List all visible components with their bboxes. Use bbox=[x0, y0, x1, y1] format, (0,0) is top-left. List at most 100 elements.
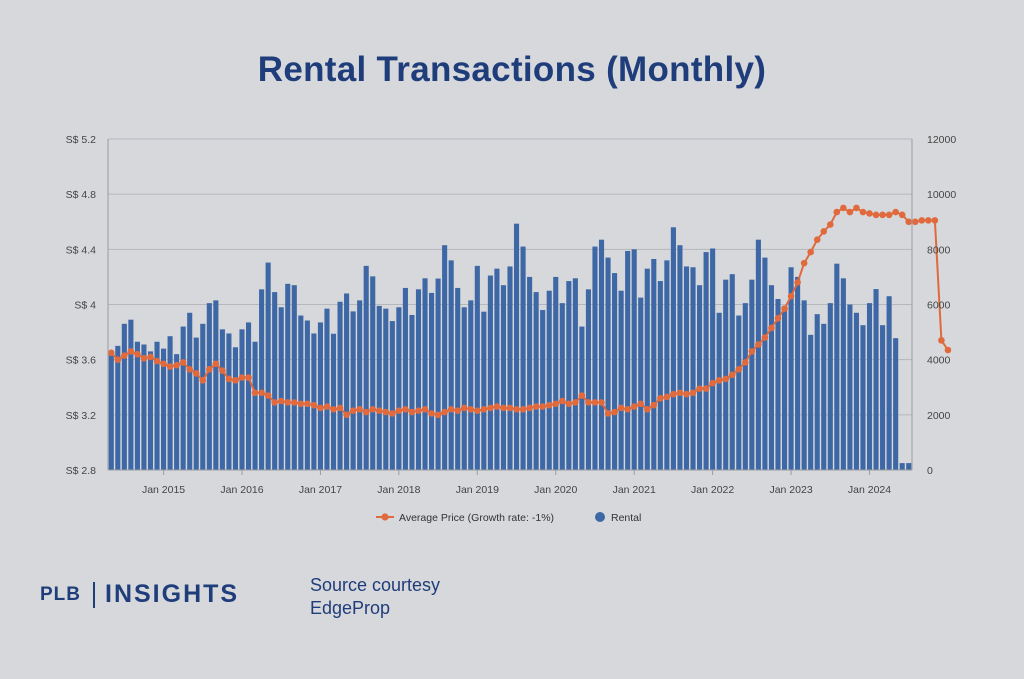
rental-bar[interactable] bbox=[651, 258, 657, 470]
price-point[interactable] bbox=[545, 401, 553, 409]
price-point[interactable] bbox=[892, 208, 899, 216]
rental-bar[interactable] bbox=[821, 323, 827, 470]
rental-bar[interactable] bbox=[219, 329, 225, 470]
price-point[interactable] bbox=[611, 408, 618, 416]
price-point[interactable] bbox=[297, 400, 305, 408]
rental-bar[interactable] bbox=[827, 303, 833, 470]
price-point[interactable] bbox=[872, 211, 880, 219]
price-point[interactable] bbox=[800, 259, 808, 267]
price-point[interactable] bbox=[179, 359, 187, 366]
price-point[interactable] bbox=[938, 337, 945, 344]
rental-bar[interactable] bbox=[121, 323, 127, 470]
rental-bar[interactable] bbox=[664, 260, 670, 470]
price-point[interactable] bbox=[290, 399, 298, 406]
price-point[interactable] bbox=[539, 403, 546, 410]
rental-bar[interactable] bbox=[592, 246, 598, 470]
rental-bar[interactable] bbox=[311, 333, 317, 470]
price-point[interactable] bbox=[460, 404, 468, 412]
rental-bar[interactable] bbox=[677, 245, 683, 470]
rental-bar[interactable] bbox=[710, 248, 716, 470]
price-point[interactable] bbox=[905, 218, 913, 226]
price-point[interactable] bbox=[813, 236, 821, 243]
rental-bar[interactable] bbox=[337, 301, 343, 470]
rental-bar[interactable] bbox=[285, 283, 291, 470]
price-point[interactable] bbox=[415, 407, 422, 414]
price-point[interactable] bbox=[617, 404, 625, 412]
price-point[interactable] bbox=[467, 406, 475, 413]
price-point[interactable] bbox=[859, 208, 867, 216]
price-point[interactable] bbox=[277, 397, 285, 405]
rental-bar[interactable] bbox=[566, 281, 572, 470]
rental-bar[interactable] bbox=[278, 307, 284, 470]
rental-bar[interactable] bbox=[180, 326, 186, 470]
rental-bar[interactable] bbox=[670, 227, 676, 470]
rental-bar[interactable] bbox=[540, 310, 546, 470]
rental-bar[interactable] bbox=[808, 334, 814, 470]
price-point[interactable] bbox=[709, 379, 716, 387]
price-point[interactable] bbox=[408, 408, 416, 416]
rental-bar[interactable] bbox=[880, 325, 886, 470]
rental-bar[interactable] bbox=[206, 303, 212, 470]
price-point[interactable] bbox=[356, 406, 363, 413]
rental-bar[interactable] bbox=[631, 249, 637, 470]
rental-bar[interactable] bbox=[272, 292, 278, 470]
price-point[interactable] bbox=[127, 348, 135, 355]
price-point[interactable] bbox=[676, 389, 684, 397]
rental-bar[interactable] bbox=[860, 325, 866, 470]
rental-bar[interactable] bbox=[468, 300, 474, 470]
rental-bar[interactable] bbox=[500, 285, 507, 470]
rental-bar[interactable] bbox=[455, 287, 461, 470]
rental-bar[interactable] bbox=[324, 308, 330, 470]
price-point[interactable] bbox=[199, 377, 207, 384]
rental-bar[interactable] bbox=[370, 276, 376, 470]
price-point[interactable] bbox=[925, 217, 932, 224]
price-point[interactable] bbox=[121, 352, 128, 359]
rental-bar[interactable] bbox=[409, 314, 415, 470]
rental-bar[interactable] bbox=[736, 315, 742, 470]
rental-bar[interactable] bbox=[572, 278, 578, 470]
price-point[interactable] bbox=[271, 399, 278, 406]
price-point[interactable] bbox=[245, 374, 252, 381]
price-point[interactable] bbox=[225, 375, 233, 383]
rental-bar[interactable] bbox=[853, 312, 859, 470]
rental-bar[interactable] bbox=[494, 268, 500, 470]
price-point[interactable] bbox=[748, 348, 756, 355]
price-point[interactable] bbox=[434, 411, 442, 419]
rental-bar[interactable] bbox=[350, 311, 356, 470]
rental-bar[interactable] bbox=[749, 279, 755, 470]
price-point[interactable] bbox=[513, 406, 520, 413]
rental-bar[interactable] bbox=[376, 305, 382, 470]
price-point[interactable] bbox=[578, 392, 586, 399]
price-point[interactable] bbox=[362, 408, 370, 416]
rental-bar[interactable] bbox=[847, 304, 853, 471]
price-point[interactable] bbox=[755, 341, 762, 348]
rental-bar[interactable] bbox=[893, 338, 899, 470]
rental-bar[interactable] bbox=[906, 463, 912, 470]
price-point[interactable] bbox=[258, 389, 265, 397]
rental-bar[interactable] bbox=[141, 344, 147, 470]
rental-bar[interactable] bbox=[213, 300, 219, 470]
rental-bar[interactable] bbox=[873, 289, 879, 470]
rental-bar[interactable] bbox=[474, 265, 480, 470]
price-point[interactable] bbox=[304, 400, 311, 408]
price-point[interactable] bbox=[506, 404, 514, 412]
rental-bar[interactable] bbox=[298, 315, 304, 470]
price-point[interactable] bbox=[846, 208, 854, 216]
price-point[interactable] bbox=[650, 401, 658, 409]
price-point[interactable] bbox=[683, 390, 690, 398]
rental-bar[interactable] bbox=[795, 276, 801, 470]
price-point[interactable] bbox=[153, 357, 161, 365]
rental-bar[interactable] bbox=[304, 320, 310, 470]
legend-rental-label[interactable]: Rental bbox=[611, 512, 641, 524]
rental-bar[interactable] bbox=[559, 303, 565, 470]
price-point[interactable] bbox=[232, 377, 239, 384]
rental-bar[interactable] bbox=[232, 347, 239, 470]
price-point[interactable] bbox=[532, 403, 540, 410]
rental-bar[interactable] bbox=[585, 289, 591, 470]
rental-bar[interactable] bbox=[546, 290, 552, 470]
rental-bar[interactable] bbox=[389, 321, 395, 470]
price-point[interactable] bbox=[565, 400, 573, 408]
price-point[interactable] bbox=[323, 403, 331, 410]
rental-bar[interactable] bbox=[618, 290, 624, 470]
rental-bar[interactable] bbox=[357, 300, 363, 470]
